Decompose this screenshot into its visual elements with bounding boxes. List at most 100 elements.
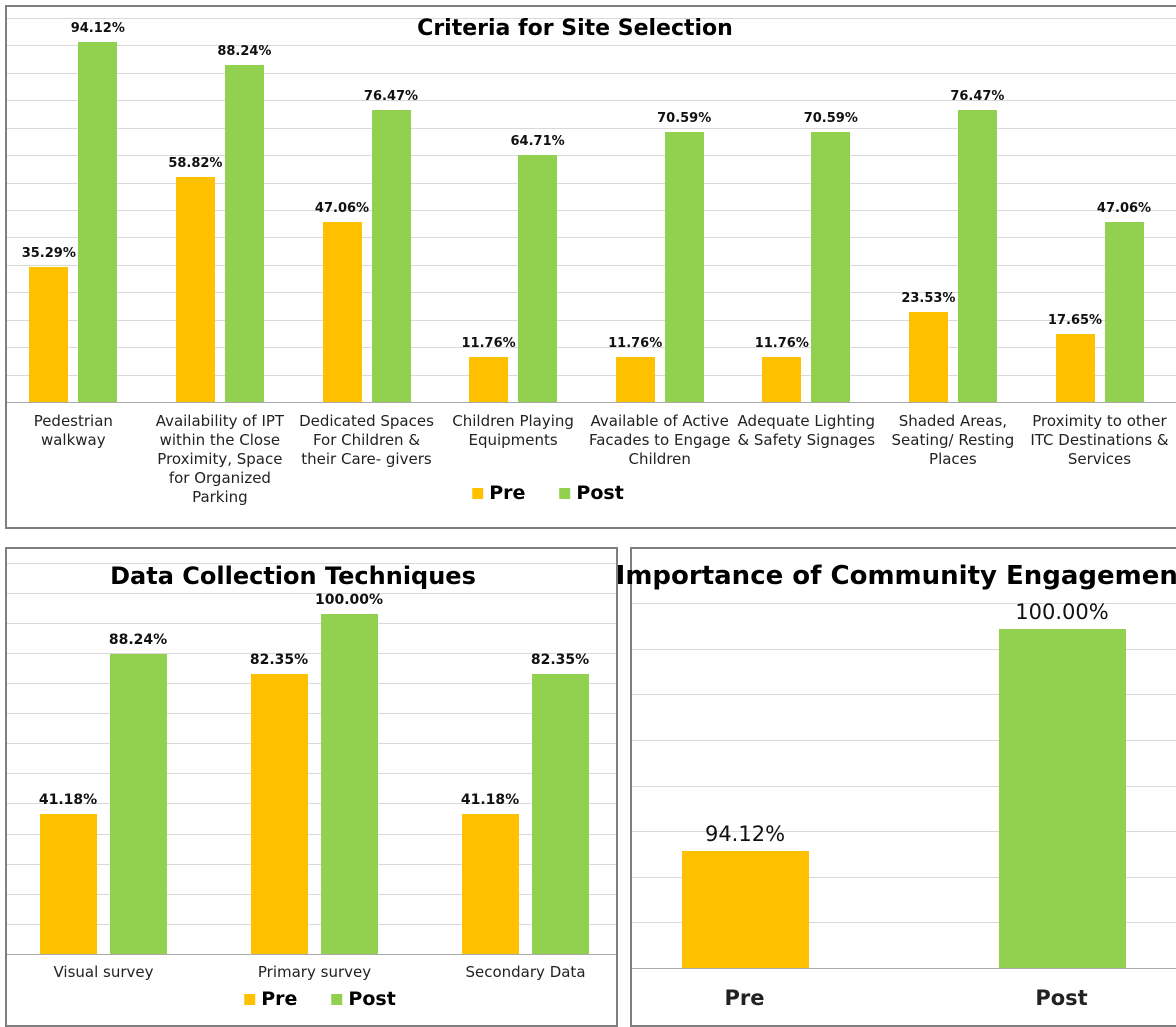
- grid-line: [632, 786, 1176, 787]
- grid-line: [7, 803, 616, 804]
- value-label: 35.29%: [21, 246, 76, 262]
- bar: [322, 222, 362, 402]
- grid-line: [7, 210, 1176, 211]
- legend-label: Post: [576, 482, 624, 504]
- bar: [371, 109, 411, 402]
- bar: [762, 357, 802, 402]
- grid-line: [7, 292, 1176, 293]
- axis-line: [7, 954, 616, 955]
- value-label: 100.00%: [1015, 600, 1109, 625]
- value-label: 94.12%: [704, 821, 786, 846]
- axis-line: [7, 402, 1176, 403]
- x-tick-label: Pre: [724, 986, 765, 1010]
- x-tick-label: Dedicated Spaces For Children & their Ca…: [299, 412, 434, 468]
- grid-line: [7, 347, 1176, 348]
- grid-line: [7, 834, 616, 835]
- bar: [109, 653, 167, 954]
- bar: [78, 42, 118, 402]
- grid-line: [7, 623, 616, 624]
- legend-label: Post: [348, 988, 396, 1010]
- value-label: 58.82%: [168, 156, 223, 172]
- x-tick-label: Proximity to other ITC Destinations & Se…: [1030, 412, 1169, 468]
- bar: [998, 629, 1126, 968]
- grid-line: [7, 45, 1176, 46]
- grid-line: [632, 603, 1176, 604]
- bar: [250, 674, 308, 954]
- axis-line: [632, 968, 1176, 969]
- x-tick-label: Post: [1035, 986, 1088, 1010]
- x-tick-label: Pedestrian walkway: [33, 412, 113, 449]
- value-label: 11.76%: [754, 336, 809, 352]
- grid-line: [7, 773, 616, 774]
- value-label: 64.71%: [510, 133, 565, 149]
- x-tick-label: Available of Active Facades to Engage Ch…: [588, 412, 731, 468]
- legend-swatch: [472, 488, 484, 499]
- grid-line: [632, 877, 1176, 878]
- bar: [320, 614, 378, 954]
- grid-line: [7, 128, 1176, 129]
- chart-frame: [5, 5, 1176, 529]
- x-tick-label: Adequate Lighting & Safety Signages: [737, 412, 876, 449]
- x-tick-label: Children Playing Equipments: [452, 412, 574, 449]
- grid-line: [7, 18, 1176, 19]
- chart-title: Data Collection Techniques: [110, 562, 476, 590]
- bar: [469, 357, 509, 402]
- bar: [518, 154, 558, 402]
- grid-line: [632, 922, 1176, 923]
- value-label: 88.24%: [217, 43, 272, 59]
- value-label: 11.76%: [608, 336, 663, 352]
- value-label: 11.76%: [461, 336, 516, 352]
- legend-swatch: [559, 488, 571, 499]
- grid-line: [632, 649, 1176, 650]
- value-label: 82.35%: [530, 652, 590, 668]
- grid-line: [7, 100, 1176, 101]
- bar: [531, 674, 589, 954]
- bar: [461, 813, 519, 954]
- grid-line: [7, 155, 1176, 156]
- legend-item: Pre: [472, 482, 525, 504]
- legend-item: Post: [331, 988, 396, 1010]
- bar: [1104, 222, 1144, 402]
- legend-label: Pre: [489, 482, 526, 504]
- grid-line: [7, 894, 616, 895]
- legend: Pre Post: [472, 482, 624, 504]
- value-label: 70.59%: [803, 111, 858, 126]
- value-label: 94.12%: [70, 21, 125, 37]
- value-label: 82.35%: [249, 652, 309, 668]
- value-label: 47.06%: [314, 201, 370, 216]
- x-tick-label: Visual survey: [53, 963, 154, 981]
- grid-line: [7, 563, 616, 564]
- bar: [224, 64, 264, 402]
- value-label: 41.18%: [38, 791, 98, 808]
- grid-line: [7, 924, 616, 925]
- grid-line: [7, 265, 1176, 266]
- chart-title: Importance of Community Engagement: [615, 561, 1176, 591]
- bar: [664, 132, 704, 402]
- value-label: 47.06%: [1096, 201, 1152, 216]
- grid-line: [7, 713, 616, 714]
- grid-line: [632, 831, 1176, 832]
- bar: [39, 813, 97, 954]
- value-label: 41.18%: [460, 791, 520, 808]
- bar: [957, 109, 997, 402]
- grid-line: [632, 740, 1176, 741]
- value-label: 76.47%: [950, 88, 1005, 104]
- grid-line: [7, 73, 1176, 74]
- legend-label: Pre: [261, 988, 298, 1010]
- value-label: 100.00%: [314, 592, 384, 608]
- grid-line: [7, 743, 616, 744]
- value-label: 70.59%: [657, 111, 712, 126]
- grid-line: [7, 683, 616, 684]
- legend-item: Pre: [244, 988, 297, 1010]
- bar: [908, 312, 948, 402]
- grid-line: [7, 237, 1176, 238]
- value-label: 23.53%: [901, 291, 956, 306]
- bar: [1055, 334, 1095, 402]
- grid-line: [7, 375, 1176, 376]
- x-tick-label: Shaded Areas, Seating/ Resting Places: [891, 412, 1015, 468]
- value-label: 17.65%: [1047, 313, 1103, 329]
- value-label: 76.47%: [363, 88, 419, 104]
- bar: [811, 132, 851, 402]
- legend-swatch: [244, 994, 256, 1005]
